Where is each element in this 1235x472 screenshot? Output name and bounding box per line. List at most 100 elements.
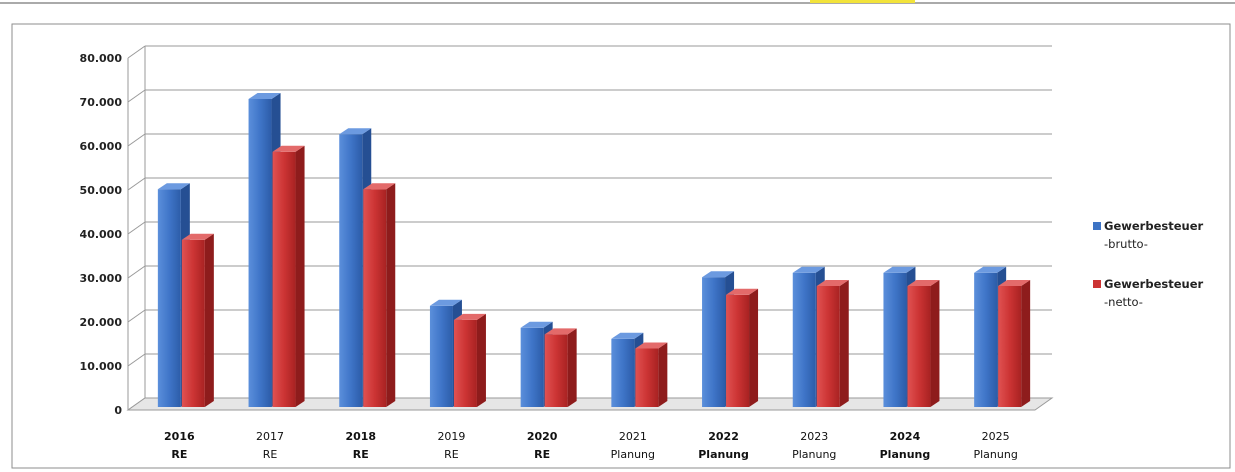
bar-netto-front — [816, 286, 840, 407]
bar-netto-top — [544, 328, 577, 335]
bar-brutto-top — [339, 128, 372, 135]
legend-label-brutto-line1: Gewerbesteuer — [1104, 219, 1203, 233]
bar-netto — [907, 280, 940, 407]
bar-netto — [998, 280, 1031, 407]
x-category-type: Planung — [973, 448, 1017, 461]
y-tick-label: 10.000 — [80, 360, 123, 373]
x-category-year: 2020 — [527, 430, 558, 443]
bar-netto-side — [386, 183, 396, 407]
y-tick-label: 60.000 — [80, 140, 123, 153]
x-category-type: RE — [263, 448, 278, 461]
bar-brutto-front — [157, 189, 181, 407]
bar-netto-side — [839, 280, 849, 407]
bar-netto-top — [998, 280, 1031, 286]
bar-brutto-front — [248, 99, 272, 407]
x-category-type: RE — [534, 448, 550, 461]
bars — [157, 93, 1031, 408]
x-category-year: 2016 — [164, 430, 195, 443]
bar-brutto-front — [974, 272, 998, 407]
bar-brutto-front — [611, 338, 635, 407]
bar-brutto-top — [248, 93, 281, 99]
gridline-depth — [127, 133, 146, 147]
bar-brutto-top — [792, 266, 825, 273]
bar-brutto-top — [611, 332, 644, 339]
bar-netto-front — [544, 334, 568, 407]
x-category-year: 2018 — [345, 430, 376, 443]
bar-netto — [726, 288, 759, 407]
bar-netto-side — [1021, 280, 1031, 407]
x-category-year: 2023 — [800, 430, 828, 443]
bar-netto-top — [907, 280, 940, 286]
bar-netto — [635, 342, 668, 407]
x-category-type: Planung — [880, 448, 931, 461]
bar-netto-side — [930, 280, 940, 407]
bar-netto-front — [181, 239, 205, 407]
y-tick-label: 40.000 — [80, 228, 123, 241]
legend-label-netto-line1: Gewerbesteuer — [1104, 277, 1203, 291]
y-tick-label: 80.000 — [80, 52, 123, 65]
gridline-depth — [127, 265, 146, 279]
bar-brutto-front — [702, 277, 726, 407]
gridline-depth — [127, 309, 146, 323]
bar-brutto-top — [157, 183, 190, 190]
bar-netto-top — [816, 280, 849, 286]
x-category-type: Planung — [611, 448, 655, 461]
x-category-year: 2017 — [256, 430, 284, 443]
bar-netto — [181, 233, 214, 407]
bar-netto — [544, 328, 577, 407]
bar-netto-front — [453, 319, 477, 407]
legend-swatch-brutto — [1093, 222, 1101, 230]
bar-brutto-top — [429, 299, 462, 306]
gridline-depth — [127, 45, 146, 59]
y-axis-tick-labels: 0 10.000 20.000 30.000 40.000 50.000 60.000 70.… — [80, 52, 123, 417]
bar-netto-front — [726, 294, 750, 407]
bar-netto-front — [998, 286, 1022, 407]
gridline-depth — [127, 89, 146, 103]
bar-netto-top — [453, 313, 486, 320]
bar-brutto-top — [702, 271, 735, 278]
bar-brutto-front — [883, 272, 907, 407]
bar-netto-side — [204, 233, 214, 407]
gridline-depth — [127, 221, 146, 235]
bar-brutto-top — [974, 266, 1007, 273]
bar-netto-front — [272, 151, 296, 407]
x-category-year: 2021 — [619, 430, 647, 443]
bar-netto-side — [567, 328, 577, 407]
bar-brutto-front — [429, 305, 453, 407]
gridline-depth — [127, 177, 146, 191]
x-category-year: 2024 — [890, 430, 921, 443]
x-category-type: RE — [444, 448, 459, 461]
legend-label-brutto-line2: -brutto- — [1104, 237, 1148, 251]
bar-brutto-front — [792, 272, 816, 407]
bar-brutto-front — [520, 327, 544, 407]
bar-netto-side — [749, 288, 759, 407]
bar-netto — [453, 313, 486, 407]
gridline-depth — [127, 353, 146, 367]
x-category-year: 2025 — [982, 430, 1010, 443]
legend: Gewerbesteuer -brutto- Gewerbesteuer -ne… — [1093, 219, 1203, 309]
top-strip — [0, 0, 1235, 4]
bar-netto — [363, 183, 396, 407]
x-axis-category-labels: 2016 RE 2017 RE 2018 RE 2019 RE 2020 RE 2021 Planun… — [164, 430, 1018, 461]
bar-netto — [272, 145, 305, 408]
x-category-year: 2022 — [708, 430, 739, 443]
x-category-type: RE — [171, 448, 187, 461]
bar-netto-front — [635, 348, 659, 407]
legend-swatch-netto — [1093, 280, 1101, 288]
x-category-type: Planung — [792, 448, 836, 461]
y-tick-label: 30.000 — [80, 272, 123, 285]
y-tick-label: 70.000 — [80, 96, 123, 109]
bar-netto-top — [181, 233, 214, 240]
bar-netto-top — [635, 342, 668, 349]
bar-netto-top — [363, 183, 396, 190]
bar-netto-front — [907, 286, 931, 407]
bar-netto-top — [272, 145, 305, 152]
bar-netto-side — [658, 342, 668, 407]
y-tick-label: 0 — [114, 404, 122, 417]
y-tick-label: 50.000 — [80, 184, 123, 197]
bar-netto-side — [295, 145, 305, 408]
x-category-type: RE — [353, 448, 369, 461]
y-tick-label: 20.000 — [80, 316, 123, 329]
bar-netto-side — [476, 313, 486, 407]
